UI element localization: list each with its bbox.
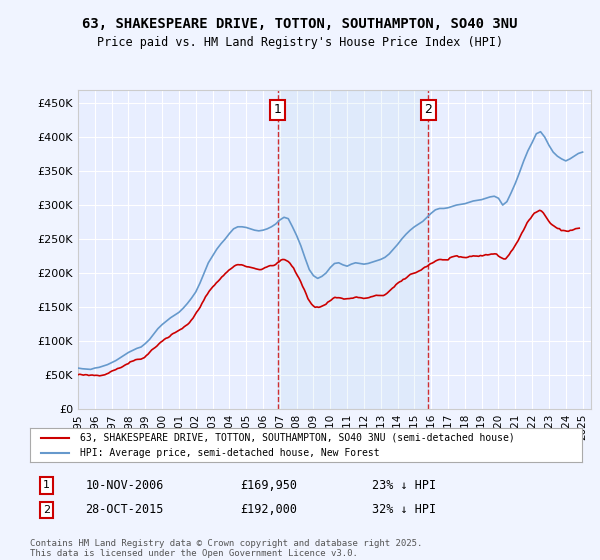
Text: 1: 1 [274,104,281,116]
Text: Contains HM Land Registry data © Crown copyright and database right 2025.: Contains HM Land Registry data © Crown c… [30,539,422,548]
Text: 2: 2 [424,104,432,116]
Text: 63, SHAKESPEARE DRIVE, TOTTON, SOUTHAMPTON, SO40 3NU: 63, SHAKESPEARE DRIVE, TOTTON, SOUTHAMPT… [82,17,518,31]
Text: 28-OCT-2015: 28-OCT-2015 [85,503,164,516]
Text: 63, SHAKESPEARE DRIVE, TOTTON, SOUTHAMPTON, SO40 3NU (semi-detached house): 63, SHAKESPEARE DRIVE, TOTTON, SOUTHAMPT… [80,433,514,443]
Text: Price paid vs. HM Land Registry's House Price Index (HPI): Price paid vs. HM Land Registry's House … [97,36,503,49]
Text: 10-NOV-2006: 10-NOV-2006 [85,479,164,492]
Text: 23% ↓ HPI: 23% ↓ HPI [372,479,436,492]
Text: HPI: Average price, semi-detached house, New Forest: HPI: Average price, semi-detached house,… [80,447,379,458]
Text: £169,950: £169,950 [240,479,297,492]
Text: This data is licensed under the Open Government Licence v3.0.: This data is licensed under the Open Gov… [30,549,358,558]
Text: 32% ↓ HPI: 32% ↓ HPI [372,503,436,516]
Bar [278,90,428,409]
Text: £192,000: £192,000 [240,503,297,516]
Text: 1: 1 [43,480,50,490]
Text: 2: 2 [43,505,50,515]
